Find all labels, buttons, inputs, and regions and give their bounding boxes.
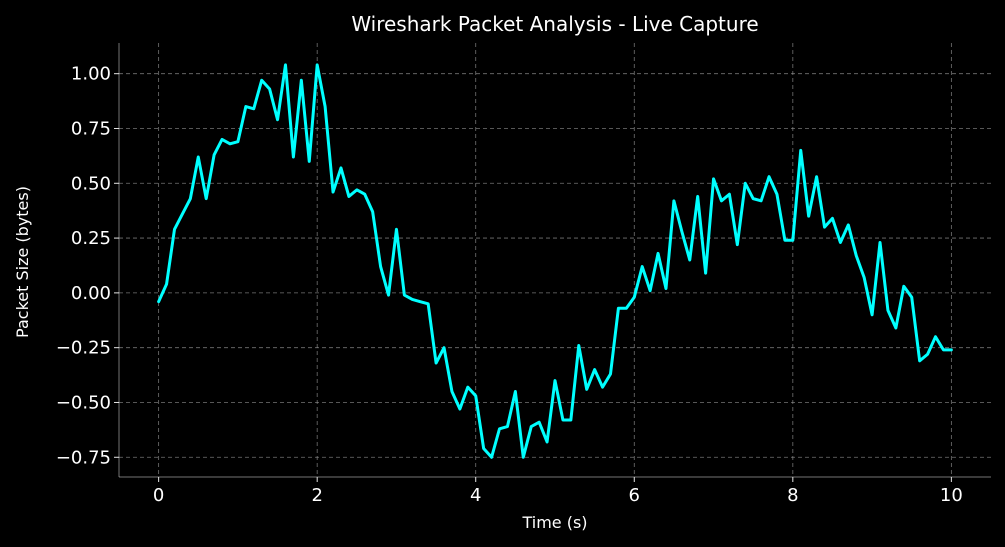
x-tick-label: 6 xyxy=(629,485,640,506)
x-tick-label: 10 xyxy=(940,485,963,506)
y-tick-label: 1.00 xyxy=(71,64,111,85)
x-axis-label: Time (s) xyxy=(521,513,587,532)
x-tick-label: 4 xyxy=(470,485,481,506)
x-tick-label: 0 xyxy=(153,485,164,506)
y-tick-label: −0.25 xyxy=(56,338,111,359)
chart-title: Wireshark Packet Analysis - Live Capture xyxy=(351,12,758,36)
y-tick-label: 0.00 xyxy=(71,283,111,304)
y-tick-label: 0.50 xyxy=(71,173,111,194)
x-tick-label: 8 xyxy=(787,485,798,506)
y-tick-label: 0.75 xyxy=(71,118,111,139)
y-axis-label: Packet Size (bytes) xyxy=(13,186,32,338)
series-layer xyxy=(159,65,952,457)
x-tick-label: 2 xyxy=(311,485,322,506)
y-tick-label: 0.25 xyxy=(71,228,111,249)
series-line xyxy=(159,65,952,457)
x-axis-ticks: 0 2 4 6 8 10 xyxy=(153,477,963,506)
y-axis-ticks: −0.75 −0.50 −0.25 0.00 0.25 0.50 0.75 1.00 xyxy=(56,64,119,469)
y-tick-label: −0.75 xyxy=(56,447,111,468)
y-tick-label: −0.50 xyxy=(56,392,111,413)
